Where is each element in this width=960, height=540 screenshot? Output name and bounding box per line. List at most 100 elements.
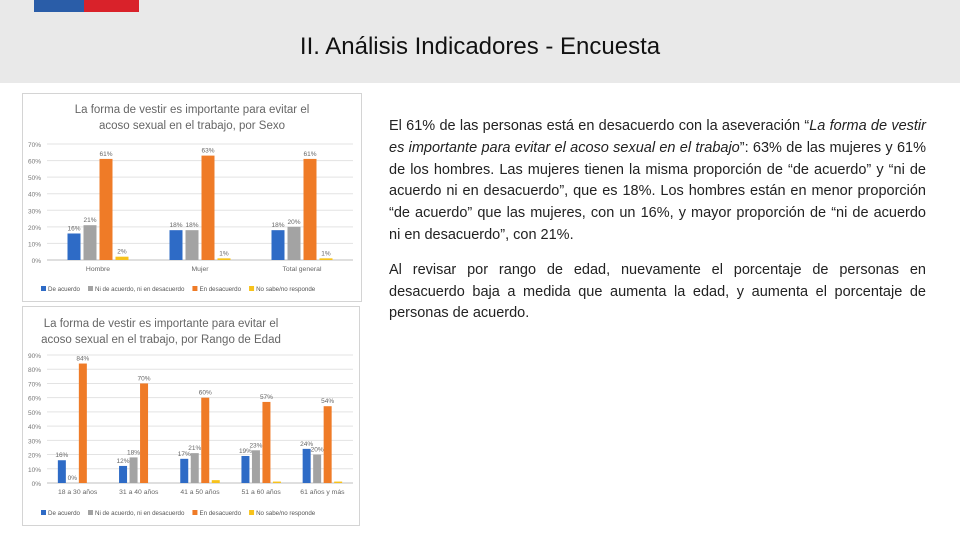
edad-data-label: 60% <box>199 390 212 397</box>
edad-bar <box>57 460 66 483</box>
edad-data-label: 54% <box>321 398 334 405</box>
sexo-y-tick-label: 20% <box>28 225 41 232</box>
edad-bar <box>262 401 271 483</box>
sexo-x-tick-label: Mujer <box>192 266 210 273</box>
edad-data-label: 18% <box>127 449 140 456</box>
edad-bar <box>201 397 210 483</box>
edad-x-tick-label: 41 a 50 años <box>180 489 220 496</box>
edad-bar <box>302 448 311 483</box>
sexo-legend-label: De acuerdo <box>48 286 81 293</box>
sexo-x-tick-label: Total general <box>283 266 322 273</box>
sexo-bar <box>201 155 215 260</box>
edad-x-tick-label: 18 a 30 años <box>58 489 98 496</box>
sexo-y-tick-label: 30% <box>28 208 41 215</box>
edad-data-label: 23% <box>249 442 262 449</box>
sexo-y-tick-label: 60% <box>28 159 41 166</box>
edad-legend-swatch <box>88 510 93 515</box>
edad-bar <box>323 406 332 483</box>
chart-sexo: La forma de vestir es importante para ev… <box>22 93 362 302</box>
edad-legend-swatch <box>41 510 46 515</box>
sexo-title-line: acoso sexual en el trabajo, por Sexo <box>99 120 285 132</box>
edad-data-label: 57% <box>260 394 273 401</box>
edad-data-label: 17% <box>178 451 191 458</box>
sexo-bar <box>319 258 333 260</box>
edad-y-tick-label: 50% <box>28 410 41 417</box>
edad-bar <box>313 454 322 483</box>
sexo-data-label: 61% <box>303 151 316 158</box>
edad-y-tick-label: 10% <box>28 467 41 474</box>
sexo-bar <box>287 226 301 260</box>
edad-y-tick-label: 60% <box>28 396 41 403</box>
sexo-data-label: 1% <box>321 250 331 257</box>
sexo-bar <box>83 225 97 260</box>
sexo-x-tick-label: Hombre <box>86 266 110 273</box>
edad-bar <box>129 457 138 483</box>
sexo-data-label: 1% <box>219 250 229 257</box>
sexo-legend-label: Ni de acuerdo, ni en desacuerdo <box>95 286 185 293</box>
edad-y-tick-label: 40% <box>28 424 41 431</box>
sexo-y-tick-label: 40% <box>28 192 41 199</box>
edad-data-label: 16% <box>55 452 68 459</box>
edad-legend-label: En desacuerdo <box>199 510 241 517</box>
edad-data-label: 0% <box>68 475 78 482</box>
edad-y-tick-label: 30% <box>28 438 41 445</box>
sexo-bar <box>115 256 129 260</box>
sexo-data-label: 63% <box>201 148 214 155</box>
sexo-bar <box>169 230 183 260</box>
chart-sexo-svg: La forma de vestir es importante para ev… <box>28 104 353 293</box>
sexo-data-label: 20% <box>287 219 300 226</box>
sexo-legend-swatch <box>41 286 46 291</box>
sexo-data-label: 61% <box>99 151 112 158</box>
edad-y-tick-label: 80% <box>28 367 41 374</box>
edad-data-label: 84% <box>76 356 89 363</box>
sexo-legend-label: En desacuerdo <box>199 286 241 293</box>
edad-x-tick-label: 31 a 40 años <box>119 489 159 496</box>
edad-y-tick-label: 70% <box>28 381 41 388</box>
edad-x-tick-label: 61 años y más <box>300 489 345 496</box>
sexo-data-label: 2% <box>117 249 127 256</box>
sexo-legend-swatch <box>249 286 255 291</box>
edad-bar <box>272 481 281 483</box>
page-title: II. Análisis Indicadores - Encuesta <box>299 33 661 60</box>
edad-data-label: 12% <box>117 458 130 465</box>
sexo-data-label: 16% <box>67 225 80 232</box>
edad-data-label: 21% <box>188 445 201 452</box>
sexo-bar <box>217 258 231 260</box>
paragraph-1-b: ”: 63% de las mujeres y 61% de los hombr… <box>389 139 927 243</box>
paragraph-1: El 61% de las personas está en desacuerd… <box>389 116 926 247</box>
edad-data-label: 24% <box>300 441 313 448</box>
chart-edad: La forma de vestir es importante para ev… <box>22 306 360 526</box>
logo-flag-red <box>84 0 139 12</box>
edad-legend-label: Ni de acuerdo, ni en desacuerdo <box>95 510 185 517</box>
paragraph-2: Al revisar por rango de edad, nuevamente… <box>389 261 926 322</box>
edad-bar <box>140 383 149 483</box>
sexo-y-tick-label: 10% <box>28 241 41 248</box>
sexo-legend-swatch <box>192 286 198 291</box>
edad-legend-swatch <box>249 510 255 515</box>
sexo-data-label: 21% <box>83 217 96 224</box>
sexo-legend-label: No sabe/no responde <box>256 286 316 293</box>
sexo-bar <box>271 230 285 260</box>
sexo-bar <box>99 158 113 260</box>
sexo-title-line: La forma de vestir es importante para ev… <box>75 104 310 116</box>
sexo-legend-swatch <box>88 286 93 291</box>
edad-title-line: La forma de vestir es importante para ev… <box>44 318 279 330</box>
edad-bar <box>180 458 189 483</box>
edad-bar <box>119 465 128 483</box>
edad-x-tick-label: 51 a 60 años <box>242 489 282 496</box>
logo-flag-blue <box>34 0 84 12</box>
sexo-bar <box>67 233 81 260</box>
edad-legend-label: De acuerdo <box>48 510 81 517</box>
edad-bar <box>241 455 250 483</box>
sexo-bar <box>185 230 199 260</box>
edad-data-label: 70% <box>138 375 151 382</box>
sexo-data-label: 18% <box>185 222 198 229</box>
edad-bar <box>211 480 220 483</box>
header-band <box>0 0 960 83</box>
sexo-data-label: 18% <box>271 222 284 229</box>
edad-y-tick-label: 90% <box>28 353 41 360</box>
edad-y-tick-label: 20% <box>28 453 41 460</box>
edad-bar <box>190 453 199 483</box>
paragraph-1-quote: La forma de vestir es importante para ev… <box>389 118 926 156</box>
edad-title-line: acoso sexual en el trabajo, por Rango de… <box>41 334 281 346</box>
